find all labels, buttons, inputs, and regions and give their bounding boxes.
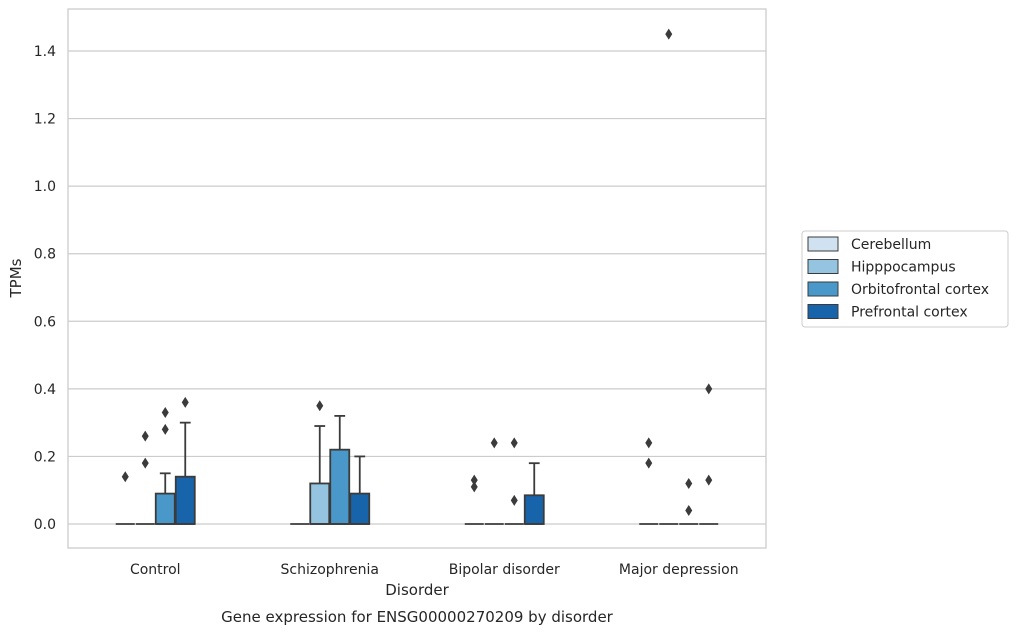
legend-label: Hipppocampus [851, 260, 956, 276]
outlier-point [510, 437, 518, 449]
outlier-point [181, 396, 189, 408]
box-group [309, 400, 331, 525]
legend-label: Orbitofrontal cortex [851, 282, 989, 298]
box [523, 494, 545, 525]
box-group [659, 28, 679, 525]
y-tick-label: 0.0 [34, 517, 56, 533]
outlier-point [470, 474, 478, 486]
y-tick-label: 0.2 [34, 449, 56, 465]
box-group [154, 407, 176, 525]
y-tick-label: 1.2 [34, 112, 56, 128]
outlier-point [161, 407, 169, 419]
plot-area [68, 9, 766, 548]
y-tick-label: 0.4 [34, 382, 56, 398]
outlier-point [510, 494, 518, 506]
x-tick-label: Schizophrenia [281, 562, 379, 578]
box-group [639, 437, 659, 525]
box [329, 448, 351, 525]
outlier-point [705, 383, 713, 395]
box-group [115, 471, 135, 525]
outlier-point [665, 28, 673, 40]
box-group [329, 414, 351, 525]
box-group [484, 437, 504, 525]
box [154, 492, 176, 525]
y-tick-labels: 0.0 0.2 0.4 0.6 0.8 1.0 1.2 1.4 [34, 44, 56, 533]
outlier-point [161, 423, 169, 435]
box-group [699, 383, 719, 525]
legend-swatch [807, 281, 839, 297]
x-tick-label: Major depression [619, 562, 739, 578]
y-tick-label: 1.4 [34, 44, 56, 60]
legend-label: Prefrontal cortex [851, 305, 968, 321]
legend-swatch [807, 259, 839, 274]
legend: Cerebellum Hipppocampus Orbitofrontal cort… [801, 230, 1009, 328]
y-tick-label: 0.8 [34, 247, 56, 263]
outlier-point [645, 457, 653, 469]
gridlines [68, 50, 766, 525]
box-group [174, 396, 196, 525]
x-axis-label: Disorder [385, 581, 449, 599]
box-group [349, 455, 371, 525]
outlier-point [121, 471, 129, 483]
box [309, 482, 331, 525]
box-group [523, 462, 545, 525]
box-group [464, 474, 484, 525]
outlier-point [490, 437, 498, 449]
x-tick-label: Control [130, 562, 181, 578]
box [174, 475, 196, 525]
outlier-point [141, 457, 149, 469]
box-marks [115, 28, 719, 525]
outlier-point [705, 474, 713, 486]
x-tick-label: Bipolar disorder [449, 562, 560, 578]
outlier-point [316, 400, 324, 412]
y-axis-label: TPMs [7, 258, 25, 298]
outlier-point [685, 504, 693, 516]
outlier-point [141, 430, 149, 442]
y-tick-label: 0.6 [34, 314, 56, 330]
box [349, 492, 371, 525]
box-group [135, 430, 155, 525]
plot-frame [67, 8, 767, 549]
y-tick-label: 1.0 [34, 179, 56, 195]
legend-frame [801, 230, 1009, 328]
legend-swatch [807, 304, 839, 319]
legend-label: Cerebellum [851, 237, 931, 253]
box-group [504, 437, 524, 525]
box-group [679, 477, 699, 525]
outlier-point [645, 437, 653, 449]
x-tick-labels: Control Schizophrenia Bipolar disorder Majo… [130, 562, 739, 578]
outlier-point [470, 481, 478, 493]
legend-swatch [807, 236, 839, 252]
chart-caption: Gene expression for ENSG00000270209 by d… [221, 608, 614, 626]
outlier-point [685, 477, 693, 489]
